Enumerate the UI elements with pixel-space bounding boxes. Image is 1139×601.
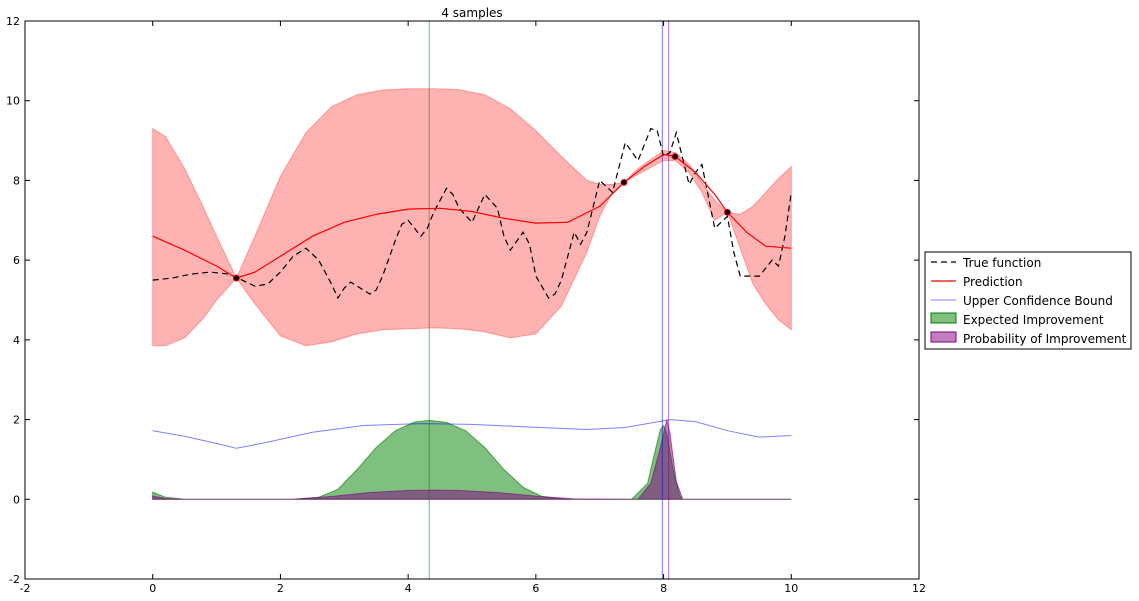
area-expected-improvement <box>152 419 792 500</box>
y-tick-label: 0 <box>13 493 20 506</box>
confidence-band <box>152 88 792 347</box>
sample-point <box>671 153 679 160</box>
x-tick-label: 2 <box>277 582 284 595</box>
legend-swatch-ei <box>930 312 957 324</box>
x-tick-label: 4 <box>405 582 412 595</box>
x-tick-label: -2 <box>20 582 31 595</box>
series-line-prediction <box>152 153 792 279</box>
y-tick-label: 2 <box>13 414 20 427</box>
y-tick-label: 10 <box>6 95 20 108</box>
x-tick-label: 10 <box>784 582 798 595</box>
sample-point <box>232 274 240 282</box>
x-tick-label: 12 <box>912 582 926 595</box>
x-tick-label: 0 <box>149 582 156 595</box>
legend: True function Prediction Upper Confidenc… <box>924 251 1132 350</box>
series-line-true-function <box>152 127 792 300</box>
legend-swatch-pi <box>930 331 957 343</box>
sample-point <box>724 208 731 216</box>
legend-box <box>924 251 1132 350</box>
y-tick-label: 12 <box>6 15 20 28</box>
axes-frame <box>24 20 920 580</box>
sample-point <box>620 179 628 186</box>
x-tick-label: 6 <box>532 582 539 595</box>
y-tick-label: -2 <box>9 573 20 586</box>
legend-label-pi: Probability of Improvement <box>963 332 1127 346</box>
chart-title: 4 samples <box>441 6 502 20</box>
plot-area <box>152 21 792 579</box>
x-tick-label: 8 <box>660 582 667 595</box>
legend-label-ei: Expected Improvement <box>963 313 1104 327</box>
series-line-upper-confidence-bound <box>152 419 792 449</box>
area-probability-of-improvement <box>152 419 792 500</box>
y-tick-label: 4 <box>13 334 20 347</box>
x-axis: -2 0 2 4 6 8 10 12 <box>20 21 926 595</box>
y-tick-label: 6 <box>13 254 20 267</box>
y-axis: -2 0 2 4 6 8 10 12 <box>6 15 919 586</box>
legend-label-prediction: Prediction <box>963 275 1023 289</box>
legend-label-true-function: True function <box>962 256 1041 270</box>
legend-label-ucb: Upper Confidence Bound <box>963 294 1113 308</box>
y-tick-label: 8 <box>13 174 20 187</box>
